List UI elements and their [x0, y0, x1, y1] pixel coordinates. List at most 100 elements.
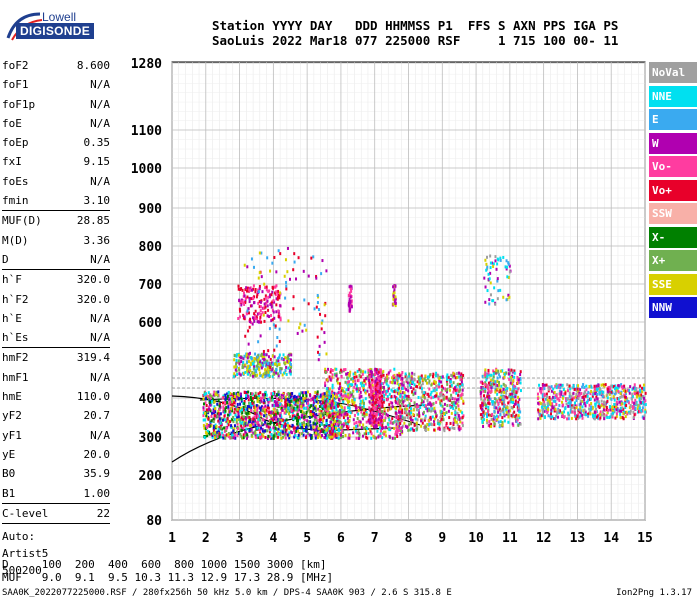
- y-tick-label: 1000: [131, 162, 162, 177]
- legend-item-ssw: SSW: [649, 203, 697, 224]
- legend-item-nnw: NNW: [649, 297, 697, 318]
- param-row: foEs N/A: [2, 172, 110, 191]
- param-value: N/A: [90, 428, 110, 442]
- param-name: B1: [2, 486, 16, 500]
- y-tick-label: 700: [139, 278, 163, 293]
- param-name: foF1: [2, 78, 29, 92]
- param-name: h`E: [2, 311, 22, 325]
- y-tick-label: 300: [139, 431, 163, 446]
- param-row: fmin 3.10: [2, 191, 110, 210]
- param-value: 3.10: [83, 194, 111, 208]
- header-line-1: Station YYYY DAY DDD HHMMSS P1 FFS S AXN…: [212, 18, 619, 33]
- param-name: hmF1: [2, 370, 29, 384]
- param-row: B1 1.00: [2, 484, 110, 503]
- logo-lowell-text: Lowell: [42, 10, 77, 24]
- x-tick-label: 6: [337, 531, 345, 546]
- param-separator: [2, 523, 110, 525]
- param-name: yE: [2, 447, 16, 461]
- param-row: yF1 N/A: [2, 426, 110, 445]
- param-row: h`E N/A: [2, 309, 110, 328]
- param-name: foEs: [2, 174, 29, 188]
- x-tick-label: 15: [637, 531, 653, 546]
- x-tick-label: 3: [236, 531, 244, 546]
- param-name: hmF2: [2, 351, 29, 365]
- param-row: yF2 20.7: [2, 406, 110, 425]
- legend-item-e: E: [649, 109, 697, 130]
- param-value: N/A: [90, 331, 110, 345]
- param-row: B0 35.9: [2, 464, 110, 483]
- param-row: foE N/A: [2, 114, 110, 133]
- param-value: N/A: [90, 97, 110, 111]
- param-row: h`Es N/A: [2, 328, 110, 347]
- muf-row: MUF 9.0 9.1 9.5 10.3 11.3 12.9 17.3 28.9…: [2, 571, 334, 584]
- y-tick-label: 200: [139, 469, 163, 484]
- x-tick-label: 2: [202, 531, 210, 546]
- legend-item-nne: NNE: [649, 85, 697, 107]
- clevel-row: C-level 22: [2, 504, 110, 523]
- x-tick-label: 12: [536, 531, 552, 546]
- param-row: hmF2 319.4: [2, 348, 110, 367]
- x-tick-label: 11: [502, 531, 518, 546]
- digisonde-logo: Lowell DIGISONDE: [4, 10, 104, 42]
- x-tick-label: 1: [168, 531, 176, 546]
- param-row: fxI 9.15: [2, 152, 110, 171]
- y-tick-label: 1280: [131, 57, 162, 72]
- param-row: foEp 0.35: [2, 133, 110, 152]
- station-header: Station YYYY DAY DDD HHMMSS P1 FFS S AXN…: [212, 18, 618, 48]
- param-name: hmE: [2, 390, 22, 404]
- legend-item-sse: SSE: [649, 273, 697, 295]
- x-tick-label: 9: [438, 531, 446, 546]
- legend-item-noval: NoVal: [649, 62, 697, 83]
- y-tick-label: 400: [139, 392, 163, 407]
- polarization-legend: NoVal NNE E W Vo- Vo+ SSW X- X+ SSE NNW: [649, 62, 697, 321]
- param-row: MUF(D) 28.85: [2, 211, 110, 230]
- auto-scaling-line: 500200: [2, 564, 42, 578]
- param-value: N/A: [90, 78, 110, 92]
- param-name: D: [2, 252, 9, 266]
- echo-points: [202, 246, 647, 440]
- param-value: 9.15: [83, 155, 111, 169]
- param-value: N/A: [90, 252, 110, 266]
- param-name: h`F2: [2, 292, 29, 306]
- param-row: h`F 320.0: [2, 270, 110, 289]
- param-value: 0.35: [83, 136, 111, 150]
- param-value: N/A: [90, 370, 110, 384]
- param-separator: [2, 269, 110, 271]
- file-info-line: SAA0K_2022077225000.RSF / 280fx256h 50 k…: [2, 588, 452, 598]
- y-tick-label: 500: [139, 354, 163, 369]
- param-separator: [2, 502, 110, 504]
- param-name: foEp: [2, 136, 29, 150]
- param-name: h`F: [2, 273, 22, 287]
- param-row: hmF1 N/A: [2, 368, 110, 387]
- x-tick-label: 4: [269, 531, 277, 546]
- param-name: fmin: [2, 194, 29, 208]
- x-tick-label: 5: [303, 531, 311, 546]
- legend-item-x-: X+: [649, 250, 697, 271]
- y-tick-label: 800: [139, 240, 163, 255]
- param-name: M(D): [2, 233, 29, 247]
- x-tick-label: 13: [570, 531, 586, 546]
- param-row: M(D) 3.36: [2, 231, 110, 250]
- x-tick-label: 8: [405, 531, 413, 546]
- param-row: foF1p N/A: [2, 95, 110, 114]
- param-row: foF2 8.600: [2, 56, 110, 75]
- param-value: 20.7: [83, 409, 111, 423]
- distance-row: D 100 200 400 600 800 1000 1500 3000 [km…: [2, 558, 327, 571]
- param-name: h`Es: [2, 331, 29, 345]
- param-value: 320.0: [76, 273, 110, 287]
- header-line-2: SaoLuis 2022 Mar18 077 225000 RSF 1 715 …: [212, 33, 619, 48]
- x-tick-label: 10: [468, 531, 484, 546]
- scaled-parameters-panel: foF2 8.600 foF1 N/A foF1p N/A foE N/A foEp 0.35 fx…: [2, 56, 110, 579]
- logo-digisonde-text: DIGISONDE: [16, 23, 95, 39]
- param-value: 20.0: [83, 447, 111, 461]
- param-value: 3.36: [83, 233, 111, 247]
- param-name: yF1: [2, 428, 22, 442]
- param-separator: [2, 210, 110, 212]
- param-name: foF2: [2, 59, 29, 72]
- param-name: fxI: [2, 155, 22, 169]
- version-label: Ion2Png 1.3.17: [616, 588, 692, 598]
- param-separator: [2, 347, 110, 349]
- param-name: foF1p: [2, 97, 36, 111]
- param-name: yF2: [2, 409, 22, 423]
